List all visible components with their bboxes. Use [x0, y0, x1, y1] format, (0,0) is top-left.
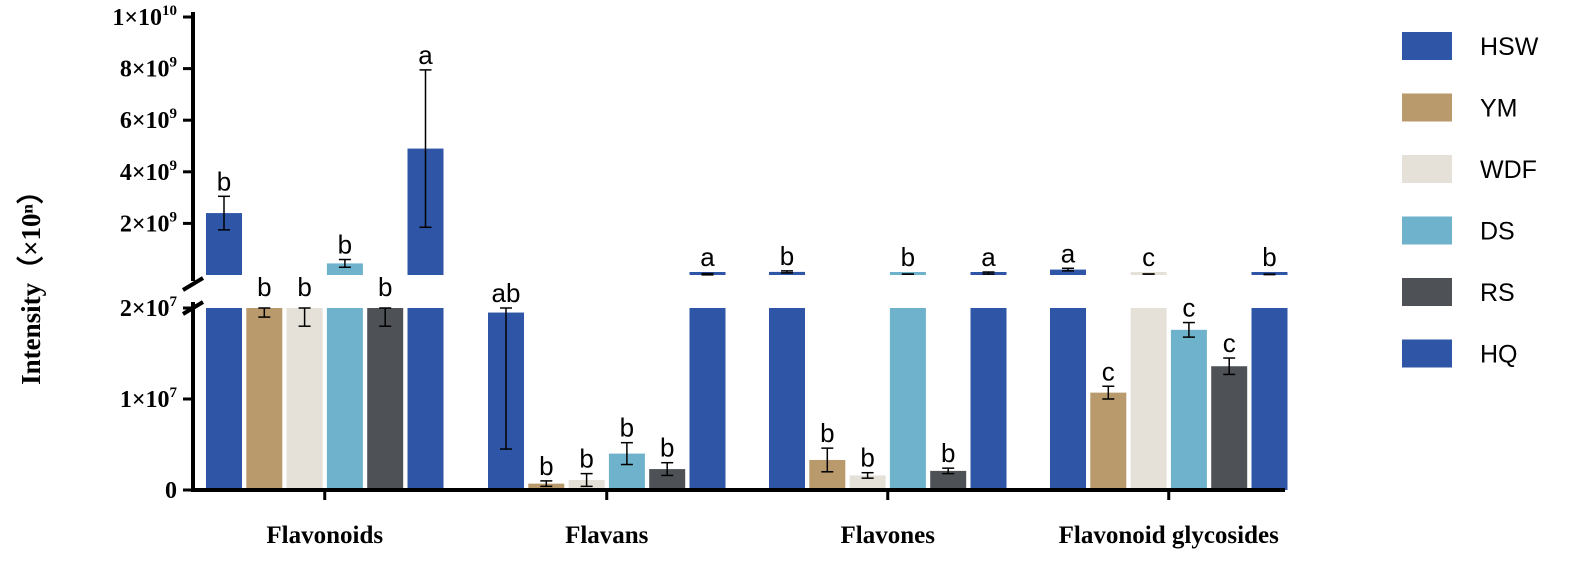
significance-label: c	[1102, 356, 1115, 386]
significance-label: b	[338, 230, 352, 260]
legend-swatch-rs	[1402, 278, 1452, 306]
significance-label: b	[1262, 242, 1276, 272]
bar-hsw-0	[206, 308, 242, 490]
y-tick-label: 4×109	[120, 158, 177, 186]
legend-swatch-hsw	[1402, 32, 1452, 60]
significance-label: ab	[492, 278, 521, 308]
bar-hsw-3	[1050, 308, 1086, 490]
bar-hsw-2	[769, 308, 805, 490]
legend-label-hsw: HSW	[1480, 33, 1539, 61]
significance-label: b	[860, 443, 874, 473]
significance-label: b	[820, 418, 834, 448]
y-tick-label: 6×109	[120, 106, 177, 134]
bar-ds-3	[1170, 329, 1207, 490]
bar-rs-0	[367, 308, 404, 490]
bar-upper-hsw-3	[1050, 269, 1086, 275]
significance-label: b	[539, 451, 553, 481]
bar-hq-1	[689, 308, 726, 490]
chart-axes: 0 1×107 2×107 2×109 4×109 6×109 8×109 1×1010 Fla…	[112, 3, 1285, 549]
legend-swatch-ym	[1402, 93, 1452, 122]
significance-label: b	[941, 438, 955, 468]
significance-label: c	[1142, 242, 1155, 272]
bar-hq-2	[970, 308, 1007, 490]
x-category-label: Flavans	[565, 522, 649, 549]
legend-label-rs: RS	[1480, 279, 1515, 307]
chart-legend: HSW YM WDF DS RS HQ	[1402, 32, 1539, 369]
significance-label: a	[1061, 238, 1076, 268]
significance-label: c	[1223, 328, 1236, 358]
significance-label: b	[620, 413, 634, 443]
y-tick-label: 1×1010	[112, 3, 177, 31]
legend-swatch-ds	[1402, 216, 1452, 245]
bar-rs-1	[649, 469, 686, 490]
y-tick-label: 8×109	[120, 55, 177, 83]
significance-label: a	[418, 40, 433, 70]
y-tick-label: 0	[165, 478, 177, 504]
significance-label: b	[660, 433, 674, 463]
legend-swatch-hq	[1402, 339, 1452, 368]
bar-ds-2	[889, 308, 926, 490]
legend-label-hq: HQ	[1480, 341, 1518, 369]
significance-label: b	[780, 241, 794, 271]
significance-label: a	[981, 242, 996, 272]
significance-label: b	[579, 444, 593, 474]
bar-hq-0	[407, 308, 444, 490]
bar-upper-ds-0	[326, 263, 363, 275]
legend-label-wdf: WDF	[1480, 156, 1537, 184]
bar-wdf-3	[1130, 308, 1167, 490]
bar-wdf-2	[849, 475, 886, 490]
y-tick-label: 2×107	[120, 294, 178, 322]
bar-ym-0	[246, 308, 283, 490]
bar-wdf-0	[286, 308, 323, 490]
bar-ds-0	[326, 308, 363, 490]
legend-swatch-wdf	[1402, 155, 1452, 183]
significance-label: a	[700, 242, 715, 272]
significance-label: b	[217, 166, 231, 196]
significance-label: b	[257, 272, 271, 302]
bar-rs-3	[1211, 366, 1248, 490]
bar-ym-3	[1090, 392, 1127, 490]
significance-label: b	[297, 272, 311, 302]
x-category-label: Flavonoids	[266, 522, 383, 549]
y-axis-label: Intensity（×10ⁿ）	[16, 177, 46, 385]
legend-label-ym: YM	[1480, 95, 1518, 123]
significance-label: b	[378, 272, 392, 302]
significance-label: c	[1182, 293, 1195, 323]
x-category-label: Flavones	[841, 522, 936, 549]
y-tick-label: 2×109	[120, 209, 177, 237]
significance-label: b	[901, 242, 915, 272]
bar-hq-3	[1251, 308, 1288, 490]
bar-rs-2	[930, 470, 967, 490]
x-category-label: Flavonoid glycosides	[1059, 522, 1279, 549]
axis-break-mark	[181, 276, 205, 292]
y-tick-label: 1×107	[120, 385, 178, 413]
legend-label-ds: DS	[1480, 218, 1515, 246]
